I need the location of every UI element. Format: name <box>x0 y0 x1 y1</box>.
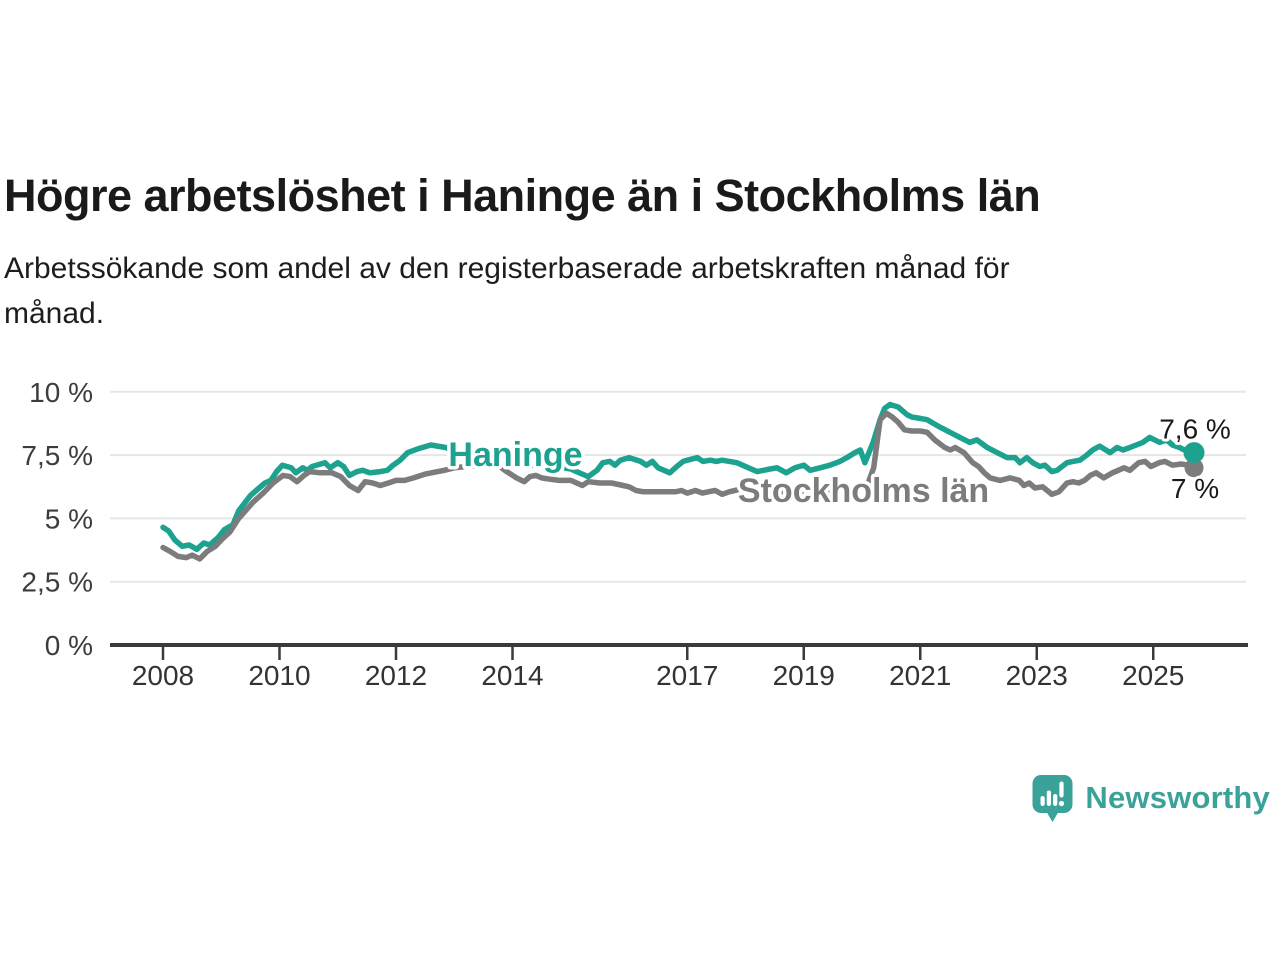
chart-subtitle: Arbetssökande som andel av den registerb… <box>4 246 1224 336</box>
newsworthy-logo-icon <box>1032 775 1073 822</box>
y-axis-tick-label: 10 % <box>29 377 93 408</box>
x-axis-tick-label: 2023 <box>1006 660 1068 691</box>
logo-bar-2 <box>1047 790 1052 806</box>
series-label-haninge: Haninge <box>448 436 582 474</box>
x-axis-tick-label: 2012 <box>365 660 427 691</box>
logo-exclamation-dot <box>1059 800 1065 807</box>
series-end-dot-stockholms-lan <box>1184 458 1204 478</box>
series-end-value-label-stockholms-lan: 7 % <box>1171 473 1219 504</box>
logo-bubble-shape <box>1032 775 1073 822</box>
y-axis-tick-label: 2,5 % <box>21 567 93 598</box>
y-axis-tick-label: 7,5 % <box>21 440 93 471</box>
chart-title: Högre arbetslöshet i Haninge än i Stockh… <box>4 170 1041 222</box>
brand-footer: Newsworthy <box>1030 772 1270 824</box>
logo-exclamation-bar <box>1059 781 1064 798</box>
series-label-stockholms-lan: Stockholms län <box>738 472 989 510</box>
logo-bar-1 <box>1040 796 1046 806</box>
x-axis-tick-label: 2019 <box>773 660 835 691</box>
y-axis-tick-label: 0 % <box>45 630 93 661</box>
series-end-value-label-haninge: 7,6 % <box>1159 414 1231 445</box>
x-axis-tick-label: 2017 <box>656 660 718 691</box>
series-end-dot-haninge <box>1183 442 1205 464</box>
x-axis-tick-label: 2014 <box>481 660 543 691</box>
x-axis-tick-label: 2025 <box>1122 660 1184 691</box>
series-line-haninge <box>160 401 1197 553</box>
x-axis-tick-label: 2008 <box>132 660 194 691</box>
chart-subtitle-line-1: Arbetssökande som andel av den registerb… <box>4 252 1010 285</box>
x-axis-tick-label: 2021 <box>889 660 951 691</box>
y-axis-tick-label: 5 % <box>45 503 93 534</box>
x-axis-tick-label: 2010 <box>248 660 310 691</box>
logo-bar-3 <box>1053 794 1058 806</box>
brand-name: Newsworthy <box>1085 780 1270 815</box>
chart-subtitle-line-2: månad. <box>4 297 105 330</box>
series-line-stockholms-lan <box>160 410 1197 562</box>
